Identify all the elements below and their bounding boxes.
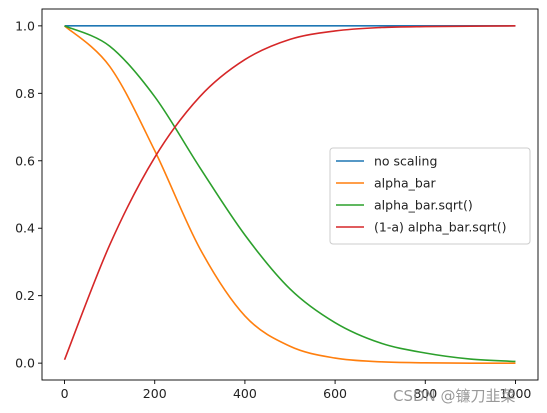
- y-tick-label: 0.4: [15, 221, 35, 236]
- watermark: CSDN @镰刀韭菜: [393, 387, 516, 405]
- legend-label: alpha_bar.sqrt(): [374, 198, 473, 213]
- series-layer: [63, 25, 516, 364]
- x-tick-label: 1000: [500, 386, 532, 401]
- legend-label: alpha_bar: [374, 176, 436, 191]
- x-tick-label: 800: [413, 386, 437, 401]
- x-tick-label: 200: [143, 386, 167, 401]
- y-tick-label: 0.8: [15, 86, 35, 101]
- legend-box: [329, 147, 531, 245]
- y-axis: 0.0 0.2 0.4 0.6 0.8 1.0: [15, 18, 42, 371]
- legend: no scaling alpha_bar alpha_bar.sqrt() (1-a)…: [329, 147, 531, 245]
- x-tick-label: 400: [233, 386, 257, 401]
- x-axis: 0 200 400 600 800 1000: [61, 380, 532, 401]
- y-tick-label: 0.6: [15, 153, 35, 168]
- x-tick-label: 0: [61, 386, 69, 401]
- x-tick-label: 600: [323, 386, 347, 401]
- y-tick-label: 0.2: [15, 288, 35, 303]
- y-tick-label: 1.0: [15, 18, 35, 33]
- legend-label: no scaling: [374, 154, 437, 169]
- legend-label: (1-a) alpha_bar.sqrt(): [374, 220, 507, 235]
- plot-frame: [41, 8, 539, 381]
- series-line-2: [64, 25, 516, 363]
- series-line-3: [63, 25, 516, 361]
- series-line-1: [64, 25, 516, 364]
- y-tick-label: 0.0: [15, 356, 35, 371]
